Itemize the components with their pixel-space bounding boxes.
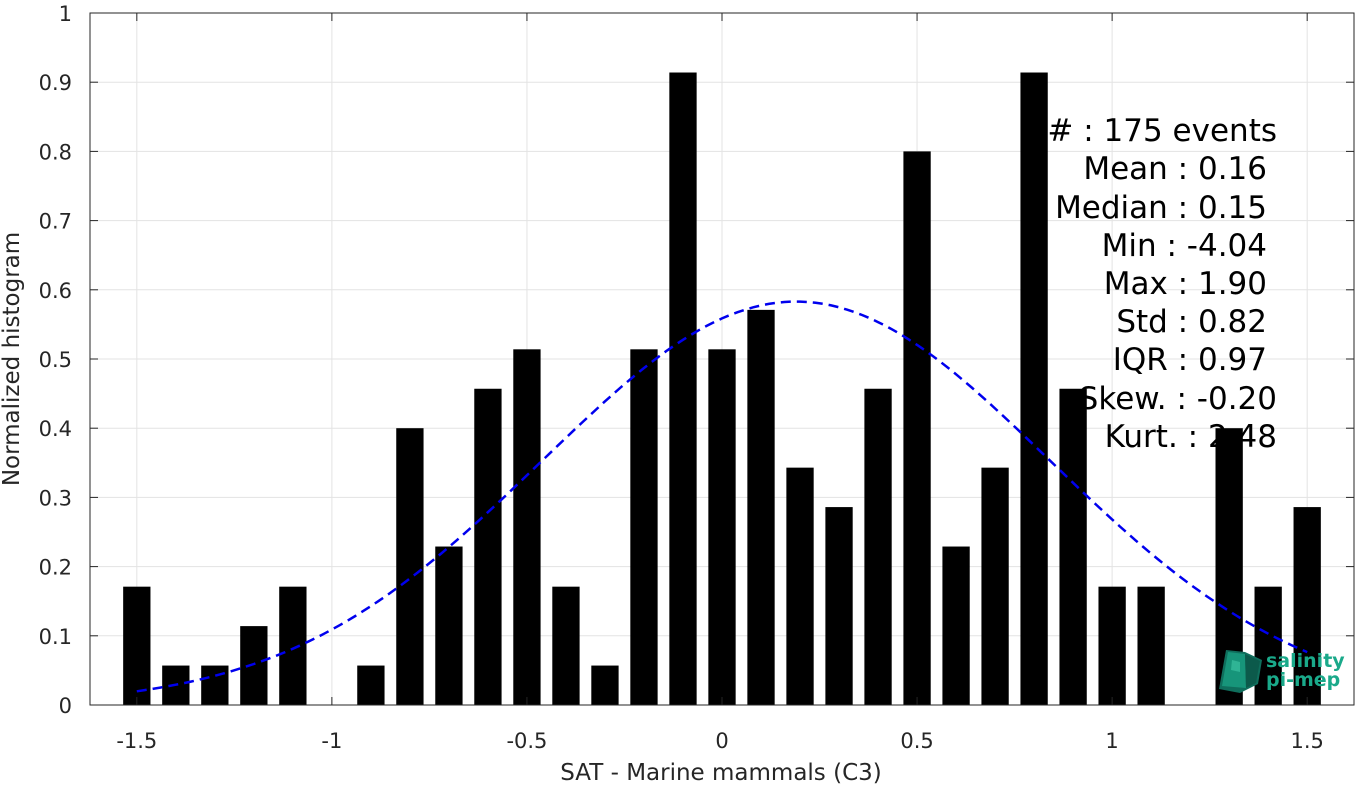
histogram-bar — [1098, 586, 1126, 705]
x-tick-label: 1 — [1105, 729, 1118, 753]
x-tick-label: -0.5 — [506, 729, 547, 753]
y-tick-label: 1 — [59, 2, 72, 26]
normal-fit-curve — [136, 300, 1308, 693]
histogram-bar — [435, 546, 463, 705]
x-axis-ticks: -1.5 -1 -0.5 0 0.5 1 1.5 — [116, 13, 1324, 753]
salinity-pimep-logo: salinity pi-mep — [1219, 650, 1345, 693]
histogram-bar — [747, 309, 775, 705]
histogram-bar — [1137, 586, 1165, 705]
logo-line-1: salinity — [1266, 650, 1345, 672]
x-tick-label: -1.5 — [116, 729, 157, 753]
y-tick-label: 0.6 — [39, 279, 72, 303]
histogram-bar — [942, 546, 970, 705]
histogram-bar — [1059, 388, 1087, 705]
histogram-bar — [123, 586, 151, 705]
y-tick-label: 0.9 — [39, 71, 72, 95]
stat-line: Kurt. : 2.48 — [1105, 419, 1277, 455]
y-tick-label: 0.1 — [39, 625, 72, 649]
x-tick-label: 0.5 — [900, 729, 933, 753]
histogram-bar — [669, 72, 697, 705]
stat-line: Mean : 0.16 — [1083, 151, 1267, 187]
histogram-bar — [240, 626, 268, 705]
histogram-bar — [591, 665, 619, 705]
stat-line: Max : 1.90 — [1104, 266, 1267, 302]
histogram-bar — [201, 665, 229, 705]
y-tick-label: 0.5 — [39, 348, 72, 372]
histogram-bar — [708, 349, 736, 705]
y-tick-label: 0.7 — [39, 210, 72, 234]
histogram-bar — [1020, 72, 1048, 705]
y-axis-label: Normalized histogram — [0, 232, 25, 486]
histogram-bar — [630, 349, 658, 705]
logo-line-2: pi-mep — [1266, 669, 1340, 691]
x-tick-label: 0 — [715, 729, 728, 753]
x-tick-label: 1.5 — [1290, 729, 1323, 753]
stat-line: Min : -4.04 — [1102, 228, 1267, 264]
histogram-bar — [786, 467, 814, 705]
stat-line: Skew. : -0.20 — [1079, 381, 1277, 417]
x-axis-label: SAT - Marine mammals (C3) — [560, 760, 882, 785]
stat-line: Std : 0.82 — [1116, 304, 1267, 340]
histogram-bar — [1254, 586, 1282, 705]
y-tick-label: 0 — [59, 694, 72, 718]
y-tick-label: 0.8 — [39, 140, 72, 164]
histogram-bar — [825, 507, 853, 705]
histogram-bar — [279, 586, 307, 705]
histogram-bars — [123, 72, 1321, 705]
y-tick-label: 0.3 — [39, 486, 72, 510]
stat-line: # : 175 events — [1047, 113, 1277, 149]
y-tick-label: 0.2 — [39, 556, 72, 580]
cube-icon — [1219, 650, 1262, 693]
y-axis-ticks: 0 0.1 0.2 0.3 0.4 0.5 0.6 0.7 0.8 0.9 1 — [39, 2, 1354, 718]
histogram-bar — [357, 665, 385, 705]
y-tick-label: 0.4 — [39, 417, 72, 441]
x-tick-label: -1 — [321, 729, 342, 753]
histogram-bar — [864, 388, 892, 705]
histogram-bar — [1293, 507, 1321, 705]
histogram-bar — [552, 586, 580, 705]
histogram-bar — [903, 151, 931, 705]
histogram-bar — [474, 388, 502, 705]
stat-line: Median : 0.15 — [1055, 190, 1267, 226]
histogram-bar — [513, 349, 541, 705]
stat-line: IQR : 0.97 — [1113, 342, 1267, 378]
histogram-bar — [396, 428, 424, 705]
histogram-bar — [981, 467, 1009, 705]
